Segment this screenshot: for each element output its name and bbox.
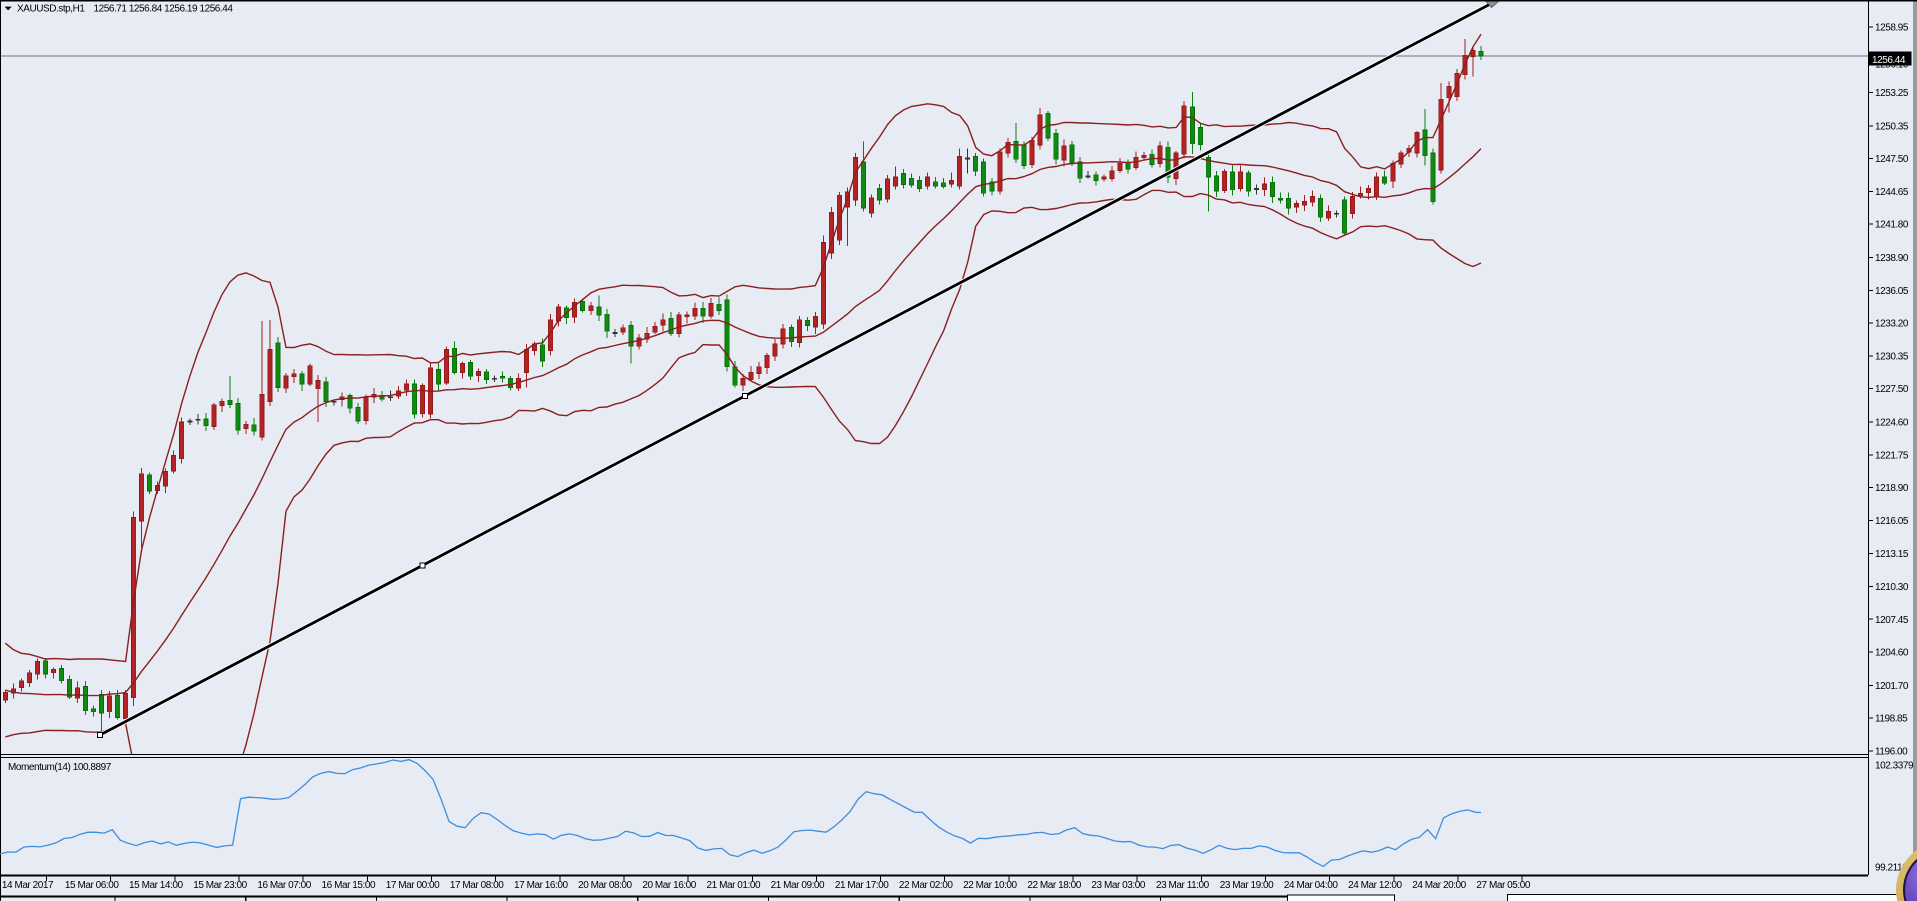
svg-text:14 Mar 2017: 14 Mar 2017 xyxy=(2,880,54,891)
svg-text:1210.30: 1210.30 xyxy=(1875,582,1909,593)
svg-text:1213.15: 1213.15 xyxy=(1875,549,1909,560)
svg-text:1204.60: 1204.60 xyxy=(1875,648,1909,659)
svg-text:21 Mar 01:00: 21 Mar 01:00 xyxy=(707,880,761,891)
svg-text:21 Mar 09:00: 21 Mar 09:00 xyxy=(771,880,825,891)
svg-text:24 Mar 12:00: 24 Mar 12:00 xyxy=(1348,880,1402,891)
svg-text:1221.75: 1221.75 xyxy=(1875,450,1909,461)
svg-text:1207.45: 1207.45 xyxy=(1875,615,1909,626)
svg-text:1256.71 1256.84 1256.19 1256.4: 1256.71 1256.84 1256.19 1256.44 xyxy=(94,4,234,15)
svg-text:1247.50: 1247.50 xyxy=(1875,154,1909,165)
svg-text:15 Mar 06:00: 15 Mar 06:00 xyxy=(65,880,119,891)
svg-text:1216.05: 1216.05 xyxy=(1875,516,1909,527)
svg-text:1196.00: 1196.00 xyxy=(1875,746,1908,757)
svg-text:17 Mar 16:00: 17 Mar 16:00 xyxy=(514,880,568,891)
svg-text:1253.25: 1253.25 xyxy=(1875,88,1909,99)
svg-text:1241.80: 1241.80 xyxy=(1875,220,1909,231)
svg-text:15 Mar 23:00: 15 Mar 23:00 xyxy=(193,880,247,891)
svg-text:22 Mar 18:00: 22 Mar 18:00 xyxy=(1027,880,1081,891)
svg-text:1230.35: 1230.35 xyxy=(1875,351,1909,362)
svg-text:1250.35: 1250.35 xyxy=(1875,121,1909,132)
svg-text:1258.95: 1258.95 xyxy=(1875,23,1909,34)
svg-text:17 Mar 08:00: 17 Mar 08:00 xyxy=(450,880,504,891)
svg-text:23 Mar 11:00: 23 Mar 11:00 xyxy=(1156,880,1210,891)
svg-text:16 Mar 15:00: 16 Mar 15:00 xyxy=(322,880,376,891)
svg-text:1238.90: 1238.90 xyxy=(1875,253,1909,264)
svg-text:24 Mar 04:00: 24 Mar 04:00 xyxy=(1284,880,1338,891)
svg-text:23 Mar 03:00: 23 Mar 03:00 xyxy=(1091,880,1145,891)
svg-text:20 Mar 16:00: 20 Mar 16:00 xyxy=(642,880,696,891)
svg-text:24 Mar 20:00: 24 Mar 20:00 xyxy=(1412,880,1466,891)
svg-text:27 Mar 05:00: 27 Mar 05:00 xyxy=(1476,880,1530,891)
svg-text:17 Mar 00:00: 17 Mar 00:00 xyxy=(386,880,440,891)
svg-text:1201.70: 1201.70 xyxy=(1875,681,1909,692)
svg-text:22 Mar 10:00: 22 Mar 10:00 xyxy=(963,880,1017,891)
svg-text:1233.20: 1233.20 xyxy=(1875,319,1909,330)
svg-text:1198.85: 1198.85 xyxy=(1875,714,1908,725)
svg-text:20 Mar 08:00: 20 Mar 08:00 xyxy=(578,880,632,891)
svg-text:1256.44: 1256.44 xyxy=(1872,55,1906,66)
svg-text:99.2118: 99.2118 xyxy=(1875,863,1908,874)
svg-text:102.3379: 102.3379 xyxy=(1875,761,1914,772)
svg-text:15 Mar 14:00: 15 Mar 14:00 xyxy=(129,880,183,891)
svg-text:1244.65: 1244.65 xyxy=(1875,187,1909,198)
svg-text:1218.90: 1218.90 xyxy=(1875,483,1909,494)
svg-text:1224.60: 1224.60 xyxy=(1875,418,1909,429)
svg-text:22 Mar 02:00: 22 Mar 02:00 xyxy=(899,880,953,891)
svg-text:XAUUSD.stp,H1: XAUUSD.stp,H1 xyxy=(17,4,85,15)
svg-text:21 Mar 17:00: 21 Mar 17:00 xyxy=(835,880,889,891)
svg-text:Momentum(14) 100.8897: Momentum(14) 100.8897 xyxy=(8,762,112,773)
svg-text:23 Mar 19:00: 23 Mar 19:00 xyxy=(1220,880,1274,891)
svg-text:16 Mar 07:00: 16 Mar 07:00 xyxy=(257,880,311,891)
svg-text:1227.50: 1227.50 xyxy=(1875,384,1909,395)
svg-text:1236.05: 1236.05 xyxy=(1875,286,1909,297)
